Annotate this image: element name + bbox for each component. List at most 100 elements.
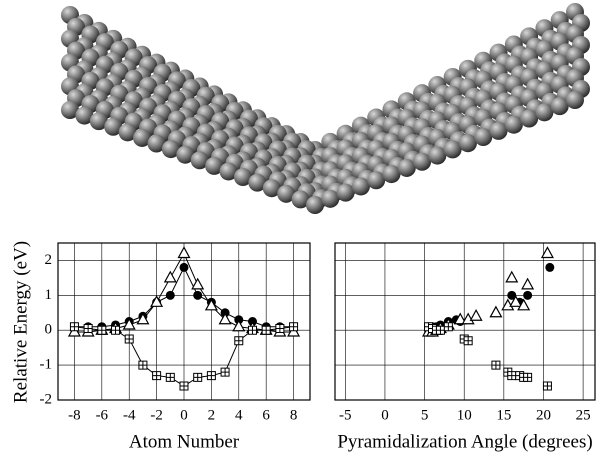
marker-circle xyxy=(523,290,533,300)
x-tick-label: -2 xyxy=(150,407,163,423)
sphere xyxy=(147,134,166,153)
x-tick-label: -6 xyxy=(96,407,109,423)
marker-triangle xyxy=(509,295,523,307)
marker-triangle xyxy=(453,312,467,325)
marker-square xyxy=(111,325,121,335)
marker-triangle xyxy=(540,246,554,259)
sphere xyxy=(161,140,180,159)
marker-square xyxy=(124,334,134,344)
sphere xyxy=(248,173,267,192)
marker-circle xyxy=(193,290,203,300)
sphere xyxy=(566,91,584,109)
marker-square xyxy=(463,336,473,346)
marker-triangle xyxy=(204,298,218,311)
marker-square xyxy=(523,372,533,382)
x-axis-label: Atom Number xyxy=(129,431,240,452)
x-tick-label: 20 xyxy=(536,407,551,423)
sphere xyxy=(458,134,477,153)
sphere xyxy=(61,101,79,119)
marker-triangle xyxy=(122,317,136,330)
x-tick-label: 2 xyxy=(208,407,216,423)
marker-triangle xyxy=(232,319,246,332)
sphere xyxy=(382,165,401,184)
sphere xyxy=(75,106,94,125)
marker-triangle xyxy=(517,298,531,311)
marker-square xyxy=(220,367,230,377)
y-tick-label: 1 xyxy=(45,287,53,303)
marker-square xyxy=(289,322,299,332)
marker-square xyxy=(275,323,285,333)
sphere xyxy=(413,152,432,171)
x-tick-label: -5 xyxy=(339,407,352,423)
marker-square xyxy=(507,371,517,381)
sphere xyxy=(428,146,447,165)
sphere xyxy=(520,109,539,128)
x-tick-label: 4 xyxy=(235,407,243,423)
sphere xyxy=(504,115,523,134)
x-tick-label: 25 xyxy=(576,407,591,423)
y-tick-label: 0 xyxy=(45,322,53,338)
x-tick-label: -4 xyxy=(123,407,136,423)
marker-square xyxy=(542,381,552,391)
sphere xyxy=(474,128,493,147)
marker-square xyxy=(435,325,445,335)
sphere xyxy=(535,103,554,122)
marker-triangle xyxy=(489,305,503,318)
sphere xyxy=(262,179,281,198)
sphere xyxy=(550,97,569,116)
x-tick-label: 0 xyxy=(381,407,389,423)
sphere xyxy=(351,177,370,196)
marker-triangle xyxy=(469,309,483,321)
y-tick-label: 2 xyxy=(45,252,53,268)
marker-circle xyxy=(165,290,175,300)
x-axis-label: Pyramidalization Angle (degrees) xyxy=(337,431,592,452)
marker-square xyxy=(152,371,162,381)
x-tick-label: 6 xyxy=(262,407,270,423)
marker-square xyxy=(491,360,501,370)
marker-square xyxy=(69,322,79,332)
y-tick-label: -2 xyxy=(40,391,53,407)
sphere xyxy=(443,140,462,159)
sphere xyxy=(133,128,152,147)
marker-circle xyxy=(179,262,189,272)
x-tick-label: 8 xyxy=(290,407,298,423)
sphere xyxy=(367,171,386,190)
marker-circle xyxy=(545,262,555,272)
marker-square xyxy=(206,371,216,381)
marker-square xyxy=(443,322,453,332)
sphere xyxy=(277,184,296,203)
marker-triangle xyxy=(177,246,191,259)
marker-square xyxy=(247,325,257,335)
x-tick-label: 5 xyxy=(421,407,429,423)
sphere xyxy=(205,156,224,175)
y-axis-label: Relative Energy (eV) xyxy=(10,241,31,403)
marker-triangle xyxy=(136,312,150,325)
marker-circle xyxy=(507,290,517,300)
marker-triangle xyxy=(150,295,164,307)
sphere xyxy=(336,183,355,202)
marker-square xyxy=(193,372,203,382)
marker-square xyxy=(97,325,107,335)
sphere xyxy=(489,121,508,140)
marker-triangle xyxy=(521,277,535,290)
sphere xyxy=(118,123,137,142)
sphere xyxy=(104,117,123,136)
x-tick-label: 0 xyxy=(180,407,188,423)
marker-triangle xyxy=(218,312,232,325)
x-tick-label: 10 xyxy=(457,407,472,423)
marker-triangle xyxy=(191,277,205,290)
marker-square xyxy=(234,336,244,346)
sphere xyxy=(233,168,252,187)
x-tick-label: -8 xyxy=(68,407,81,423)
sphere xyxy=(176,145,195,164)
sphere xyxy=(321,189,340,208)
sphere xyxy=(190,151,209,170)
marker-square xyxy=(261,325,271,335)
marker-triangle xyxy=(505,270,519,283)
sphere xyxy=(219,162,238,181)
marker-square xyxy=(165,372,175,382)
nanotube-image xyxy=(61,3,590,214)
marker-square xyxy=(83,323,93,333)
sphere xyxy=(291,190,310,209)
